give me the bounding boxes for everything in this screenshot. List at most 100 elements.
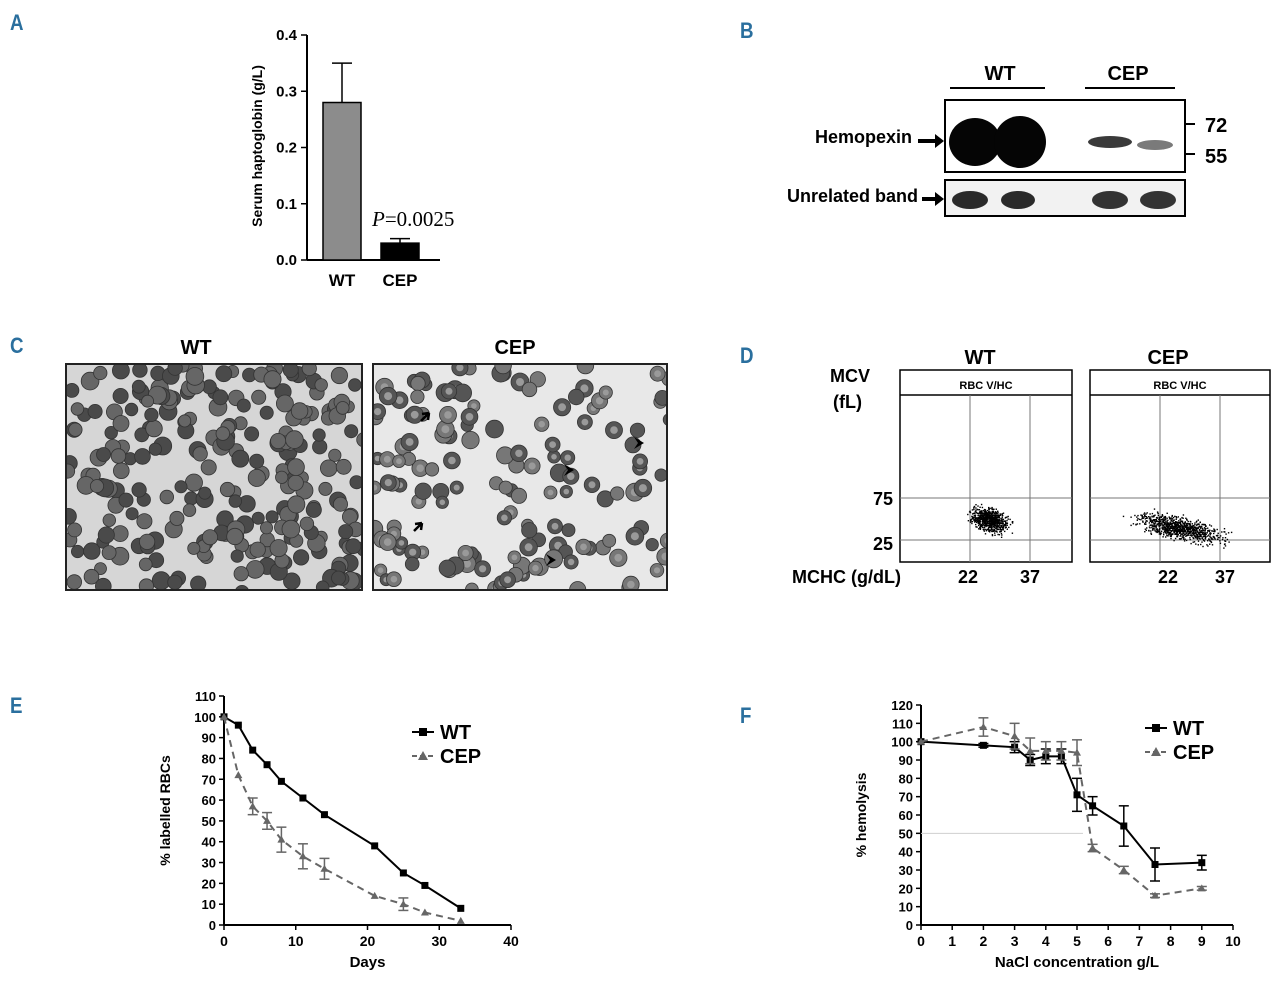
cytometry-event-dot (1188, 532, 1190, 534)
cytometry-event-dot (985, 523, 987, 525)
legend-square-icon (419, 728, 427, 736)
cytometry-event-dot (984, 522, 986, 524)
cytometry-event-dot (1003, 523, 1005, 526)
y-tick-label: 30 (899, 863, 913, 878)
red-blood-cell-center (383, 455, 391, 463)
cytometry-event-dot (994, 520, 996, 522)
cytometry-event-dot (1230, 531, 1233, 534)
cytometry-event-dot (993, 525, 995, 527)
red-blood-cell (283, 572, 301, 589)
red-blood-cell (498, 480, 513, 495)
cytometry-event-dot (995, 520, 998, 522)
cytometry-event-dot (1203, 529, 1205, 532)
cytometry-event-dot (1224, 537, 1227, 539)
cytometry-event-dot (1155, 531, 1157, 533)
cytometry-event-dot (990, 513, 992, 516)
cytometry-event-dot (980, 523, 983, 526)
cytometry-event-dot (1000, 526, 1002, 528)
cytometry-event-dot (986, 522, 989, 524)
cytometry-event-dot (1142, 521, 1144, 523)
data-point-wt (299, 794, 307, 802)
cytometry-event-dot (997, 522, 999, 524)
cytometry-event-dot (1178, 525, 1180, 528)
red-blood-cell (102, 513, 117, 527)
cytometry-event-dot (1168, 534, 1170, 536)
cytometry-event-dot (1197, 544, 1199, 546)
red-blood-cell (71, 544, 85, 559)
cytometry-event-dot (1179, 527, 1181, 529)
cytometry-event-dot (1154, 519, 1156, 521)
cytometry-event-dot (985, 523, 987, 526)
cytometry-event-dot (992, 514, 995, 516)
y-tick-label: 40 (899, 845, 913, 860)
red-blood-cell (281, 519, 301, 539)
cytometry-event-dot (1186, 518, 1188, 520)
cytometry-event-dot (1149, 519, 1152, 521)
cytometry-event-dot (1193, 534, 1195, 536)
cytometry-event-dot (988, 510, 990, 513)
legend-label-wt: WT (1173, 718, 1204, 740)
cytometry-event-dot (999, 526, 1001, 528)
cytometry-event-dot (1172, 526, 1175, 529)
cytometry-event-dot (1143, 512, 1146, 514)
cytometry-event-dot (1210, 537, 1212, 539)
cytometry-event-dot (1164, 529, 1166, 531)
cytometry-event-dot (1168, 527, 1170, 529)
cytometry-event-dot (1228, 541, 1230, 543)
cytometry-event-dot (1196, 523, 1198, 526)
cytometry-event-dot (1000, 530, 1002, 532)
cytometry-event-dot (1190, 534, 1192, 536)
cytometry-event-dot (1186, 526, 1188, 528)
cytometry-event-dot (1197, 533, 1200, 535)
cytometry-event-dot (1134, 514, 1136, 517)
cytometry-event-dot (983, 517, 985, 519)
cytometry-event-dot (1150, 518, 1152, 520)
cytometry-event-dot (1176, 532, 1178, 534)
cytometry-event-dot (1011, 532, 1014, 534)
cytometry-event-dot (993, 528, 996, 531)
cytometry-event-dot (1219, 535, 1222, 537)
cytometry-event-dot (991, 516, 993, 518)
red-blood-cell (192, 446, 208, 462)
cytometry-event-dot (992, 510, 994, 513)
red-blood-cell-center (462, 549, 469, 557)
cytometry-event-dot (1223, 528, 1226, 530)
mcv-unit-label: (fL) (833, 392, 862, 412)
cytometry-event-dot (1223, 543, 1226, 546)
cytometry-event-dot (1179, 531, 1181, 534)
hemopexin-arrow-icon (918, 134, 944, 148)
cytometry-event-dot (988, 514, 990, 516)
cytometry-event-dot (1226, 538, 1229, 541)
red-blood-cell (414, 482, 432, 500)
cytometry-event-dot (1160, 532, 1162, 534)
cytometry-event-dot (1153, 516, 1155, 518)
red-blood-cell (312, 439, 328, 455)
data-point-cep (1057, 746, 1066, 754)
cytometry-event-dot (1186, 524, 1189, 527)
cytometry-event-dot (988, 522, 991, 524)
cytometry-event-dot (1203, 535, 1205, 537)
cytometry-event-dot (1160, 530, 1163, 532)
cytometry-event-dot (1180, 534, 1182, 536)
cytometry-event-dot (981, 525, 983, 527)
cytometry-event-dot (997, 510, 999, 512)
cytometry-event-dot (1165, 529, 1167, 532)
cytometry-event-dot (981, 513, 983, 515)
cytometry-event-dot (972, 518, 975, 520)
red-blood-cell (198, 486, 212, 500)
red-blood-cell (247, 468, 266, 487)
cytometry-event-dot (1187, 523, 1189, 525)
smear-image-cep (372, 363, 668, 591)
red-blood-cell (251, 511, 265, 525)
cytometry-event-dot (1161, 523, 1164, 525)
data-point-wt (234, 721, 242, 729)
red-blood-cell-center (410, 410, 419, 419)
cytometry-event-dot (1164, 528, 1167, 530)
cytometry-event-dot (1210, 540, 1212, 543)
cytometry-event-dot (1154, 530, 1156, 532)
cytometry-event-dot (1005, 523, 1007, 525)
cytometry-event-dot (997, 524, 999, 526)
red-blood-cell (332, 496, 348, 512)
cytometry-event-dot (1202, 528, 1204, 531)
